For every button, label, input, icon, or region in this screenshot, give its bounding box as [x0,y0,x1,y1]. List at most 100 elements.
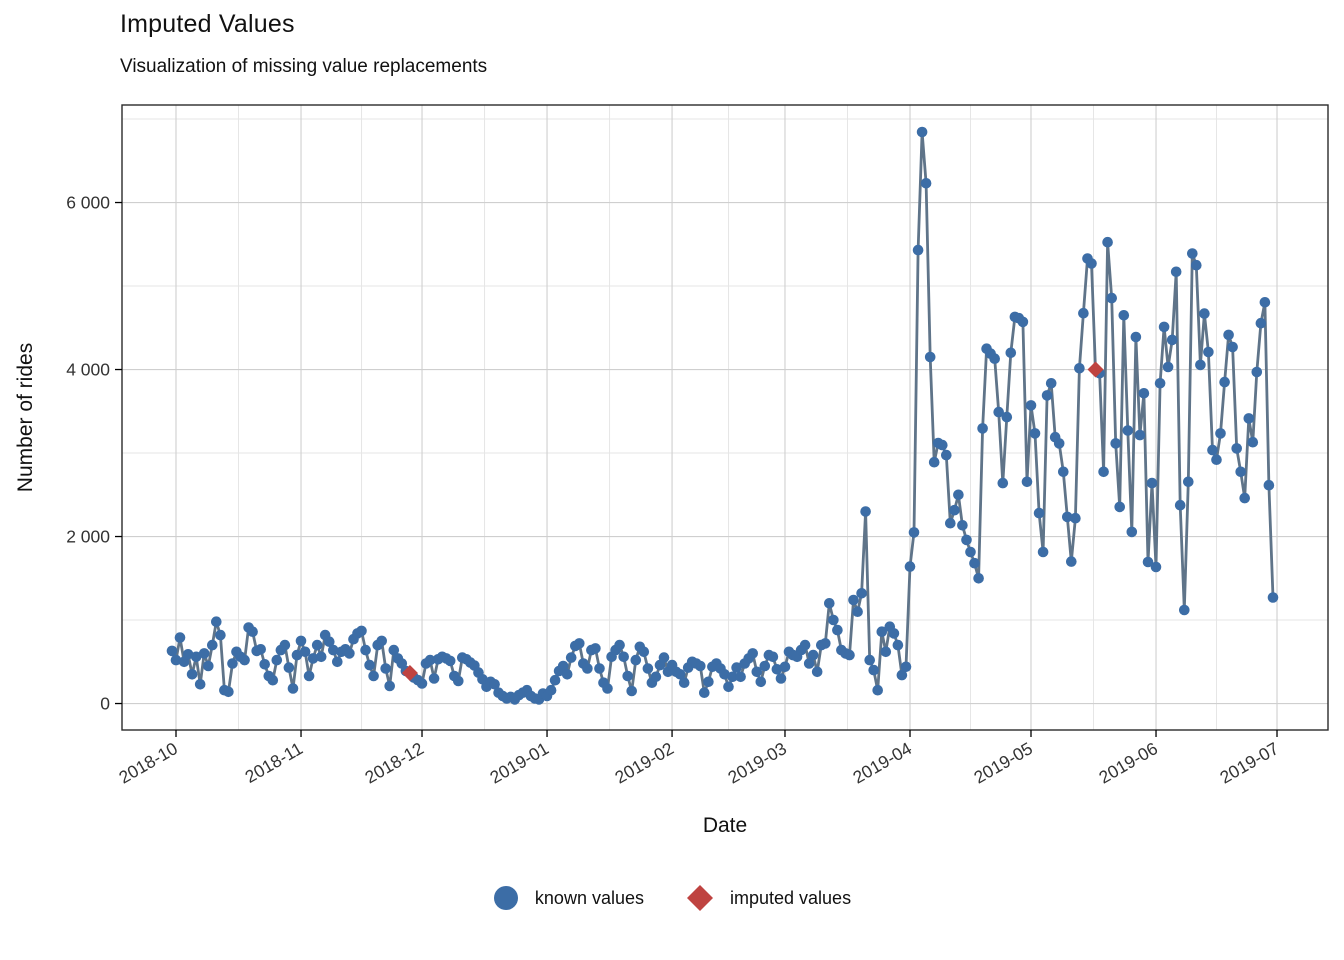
data-point [1150,561,1162,573]
x-tick-label: 2018-11 [242,738,307,787]
data-point [803,658,815,669]
data-point [908,527,920,538]
data-point [638,646,650,658]
data-point [1098,466,1109,478]
data-point [1033,507,1045,519]
data-point [828,614,839,626]
data-point [953,489,964,501]
x-tick-label: 2019-06 [1095,738,1161,787]
data-point [1259,297,1271,308]
data-point [912,244,924,256]
data-point [1138,388,1150,399]
data-point [920,178,932,189]
data-point [344,648,355,659]
chart-title: Imputed Values [120,10,295,38]
data-point [961,534,972,546]
data-point [271,654,283,666]
data-point [965,546,976,558]
data-point [356,625,367,637]
data-point [186,669,198,680]
data-point [444,655,456,667]
data-point [1106,292,1117,304]
data-point [194,679,206,690]
data-point [1162,361,1174,373]
data-point [299,646,311,658]
data-point [211,616,222,627]
data-point [703,676,714,688]
data-point [311,639,323,651]
data-point [1074,363,1085,374]
data-point [1223,329,1234,341]
data-point [1070,512,1081,524]
data-point [1005,347,1017,359]
data-point [1195,359,1206,371]
imputed-values-diamond-icon [687,885,713,911]
data-point [557,660,569,672]
x-tick-label: 2019-02 [611,738,677,787]
data-point [1037,546,1049,558]
data-point [658,652,670,663]
data-point [864,654,875,666]
data-point [223,686,234,698]
data-point [945,517,956,529]
data-point [315,651,327,663]
data-point [719,669,730,680]
data-point [1170,266,1182,278]
data-point [989,353,1000,365]
legend-label-imputed: imputed values [730,887,852,908]
y-tick-label: 4 000 [66,360,110,380]
data-point [1235,466,1246,478]
data-point [1029,428,1041,439]
data-point [1154,378,1166,389]
imputed-point [401,665,418,682]
data-point [969,557,980,569]
data-point [291,649,303,661]
chart-canvas: 0 2 000 4 000 6 000 2018-10 2018-11 2018-12 201… [14,104,1329,837]
data-point [860,506,871,517]
data-point [1122,425,1134,436]
data-point [1231,443,1242,454]
data-point [1211,454,1222,466]
data-point [723,681,734,693]
data-point [364,659,375,671]
data-point [1126,526,1138,538]
data-point [1263,479,1275,491]
data-point [227,658,238,669]
data-point [1215,428,1226,439]
chart-subtitle: Visualization of missing value replaceme… [120,56,488,77]
data-point [775,673,787,684]
data-point [699,687,710,698]
data-point [428,673,440,684]
data-point [1187,248,1198,259]
data-point [1239,492,1250,504]
data-point [1021,476,1033,488]
data-point [735,671,746,683]
data-point [1207,444,1218,456]
data-point [1045,378,1057,389]
data-point [247,626,258,637]
data-point [384,680,396,692]
data-point [207,639,218,651]
x-tick-label: 2019-04 [849,738,915,788]
data-point [824,598,835,609]
data-point [900,661,912,673]
legend-item-known: known values [493,885,644,911]
data-point [561,669,573,680]
data-point [574,638,585,649]
data-point [303,670,315,682]
data-point [1146,477,1158,489]
data-point [1267,592,1279,603]
data-point [1142,556,1154,568]
data-point [324,636,335,647]
data-point [614,639,625,651]
data-point [941,449,952,461]
known-values-circle-icon [493,886,518,910]
data-point [1041,390,1053,401]
y-tick-label: 0 [100,694,110,714]
data-point [872,684,883,696]
data-point [1251,366,1263,378]
data-point [174,632,186,643]
x-tick-label: 2019-07 [1216,738,1282,787]
data-point [1219,376,1230,388]
